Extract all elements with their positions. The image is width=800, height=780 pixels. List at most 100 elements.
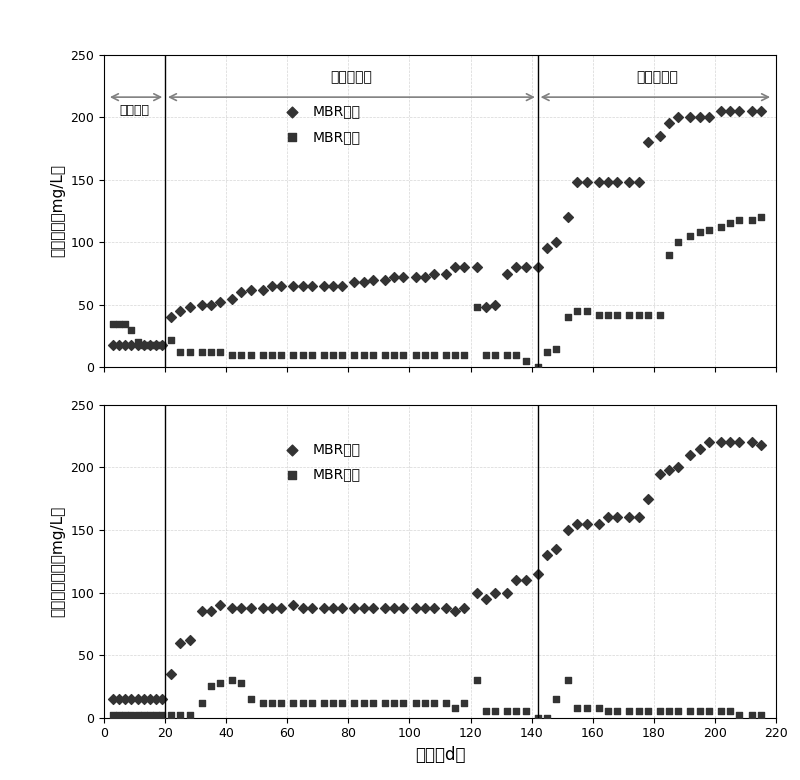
MBR出水 [156, 339, 169, 351]
MBR进水 [306, 601, 318, 614]
MBR出水 [397, 697, 410, 709]
MBR出水 [489, 705, 502, 718]
MBR进水 [427, 601, 440, 614]
MBR出水 [642, 309, 654, 321]
MBR出水 [195, 697, 208, 709]
MBR出水 [348, 697, 361, 709]
MBR进水 [642, 136, 654, 148]
MBR进水 [150, 339, 162, 351]
MBR出水 [348, 349, 361, 361]
MBR进水 [287, 599, 300, 612]
MBR进水 [745, 105, 758, 117]
MBR出水 [694, 705, 706, 718]
MBR出水 [623, 705, 636, 718]
MBR出水 [214, 346, 226, 359]
MBR出水 [531, 711, 544, 724]
MBR出水 [440, 349, 453, 361]
MBR进水 [156, 693, 169, 705]
MBR出水 [745, 214, 758, 226]
MBR进水 [348, 276, 361, 289]
Text: 脱氮抑制期: 脱氮抑制期 [636, 70, 678, 84]
MBR出水 [244, 349, 257, 361]
MBR进水 [489, 299, 502, 311]
MBR出水 [654, 309, 666, 321]
MBR出水 [470, 301, 483, 314]
MBR出水 [306, 697, 318, 709]
MBR出水 [257, 697, 270, 709]
MBR进水 [113, 339, 126, 351]
MBR进水 [479, 301, 492, 314]
Y-axis label: 亚稳酸氮浓度（mg/L）: 亚稳酸氮浓度（mg/L） [50, 505, 65, 617]
MBR出水 [541, 346, 554, 359]
MBR出水 [479, 349, 492, 361]
MBR进水 [106, 339, 119, 351]
MBR出水 [754, 709, 767, 722]
MBR进水 [724, 436, 737, 448]
MBR出水 [296, 349, 309, 361]
MBR出水 [165, 334, 178, 346]
MBR进水 [244, 601, 257, 614]
MBR出水 [510, 705, 522, 718]
MBR进水 [458, 601, 471, 614]
MBR进水 [702, 436, 715, 448]
MBR进水 [733, 436, 746, 448]
MBR进水 [113, 693, 126, 705]
MBR出水 [632, 309, 645, 321]
MBR进水 [672, 461, 685, 473]
MBR出水 [427, 349, 440, 361]
MBR进水 [318, 601, 330, 614]
MBR进水 [684, 448, 697, 461]
MBR进水 [195, 605, 208, 618]
MBR出水 [409, 697, 422, 709]
MBR进水 [662, 117, 675, 129]
MBR进水 [397, 271, 410, 283]
MBR进水 [138, 339, 150, 351]
MBR进水 [702, 111, 715, 123]
MBR进水 [326, 280, 339, 292]
MBR出水 [326, 697, 339, 709]
MBR进水 [642, 492, 654, 505]
MBR出水 [113, 317, 126, 330]
MBR进水 [366, 274, 379, 286]
MBR出水 [113, 709, 126, 722]
MBR进水 [378, 601, 391, 614]
MBR出水 [449, 349, 462, 361]
MBR进水 [662, 463, 675, 476]
MBR进水 [684, 111, 697, 123]
Legend: MBR进水, MBR出水: MBR进水, MBR出水 [272, 99, 366, 149]
MBR进水 [348, 601, 361, 614]
MBR出水 [150, 339, 162, 351]
MBR进水 [125, 339, 138, 351]
MBR进水 [296, 601, 309, 614]
MBR出水 [366, 697, 379, 709]
MBR出水 [336, 349, 349, 361]
MBR出水 [397, 349, 410, 361]
MBR出水 [318, 349, 330, 361]
MBR出水 [226, 349, 238, 361]
MBR出水 [205, 680, 218, 693]
MBR出水 [602, 309, 614, 321]
MBR进水 [183, 634, 196, 647]
MBR出水 [119, 709, 132, 722]
MBR进水 [654, 129, 666, 142]
Text: 不稳定期: 不稳定期 [119, 105, 150, 118]
MBR进水 [580, 176, 593, 189]
MBR进水 [593, 517, 606, 530]
MBR出水 [287, 349, 300, 361]
Y-axis label: 氨氮浓度（mg/L）: 氨氮浓度（mg/L） [50, 165, 65, 257]
MBR出水 [519, 355, 532, 367]
MBR出水 [531, 361, 544, 374]
MBR进水 [257, 284, 270, 296]
MBR出水 [672, 705, 685, 718]
MBR出水 [388, 349, 401, 361]
MBR进水 [266, 280, 278, 292]
MBR进水 [440, 268, 453, 280]
MBR进水 [489, 587, 502, 599]
MBR进水 [562, 523, 574, 536]
MBR进水 [449, 605, 462, 618]
MBR出水 [318, 697, 330, 709]
MBR出水 [501, 349, 514, 361]
X-axis label: 运行（d）: 运行（d） [414, 746, 466, 764]
MBR进水 [358, 601, 370, 614]
MBR进水 [174, 636, 186, 649]
